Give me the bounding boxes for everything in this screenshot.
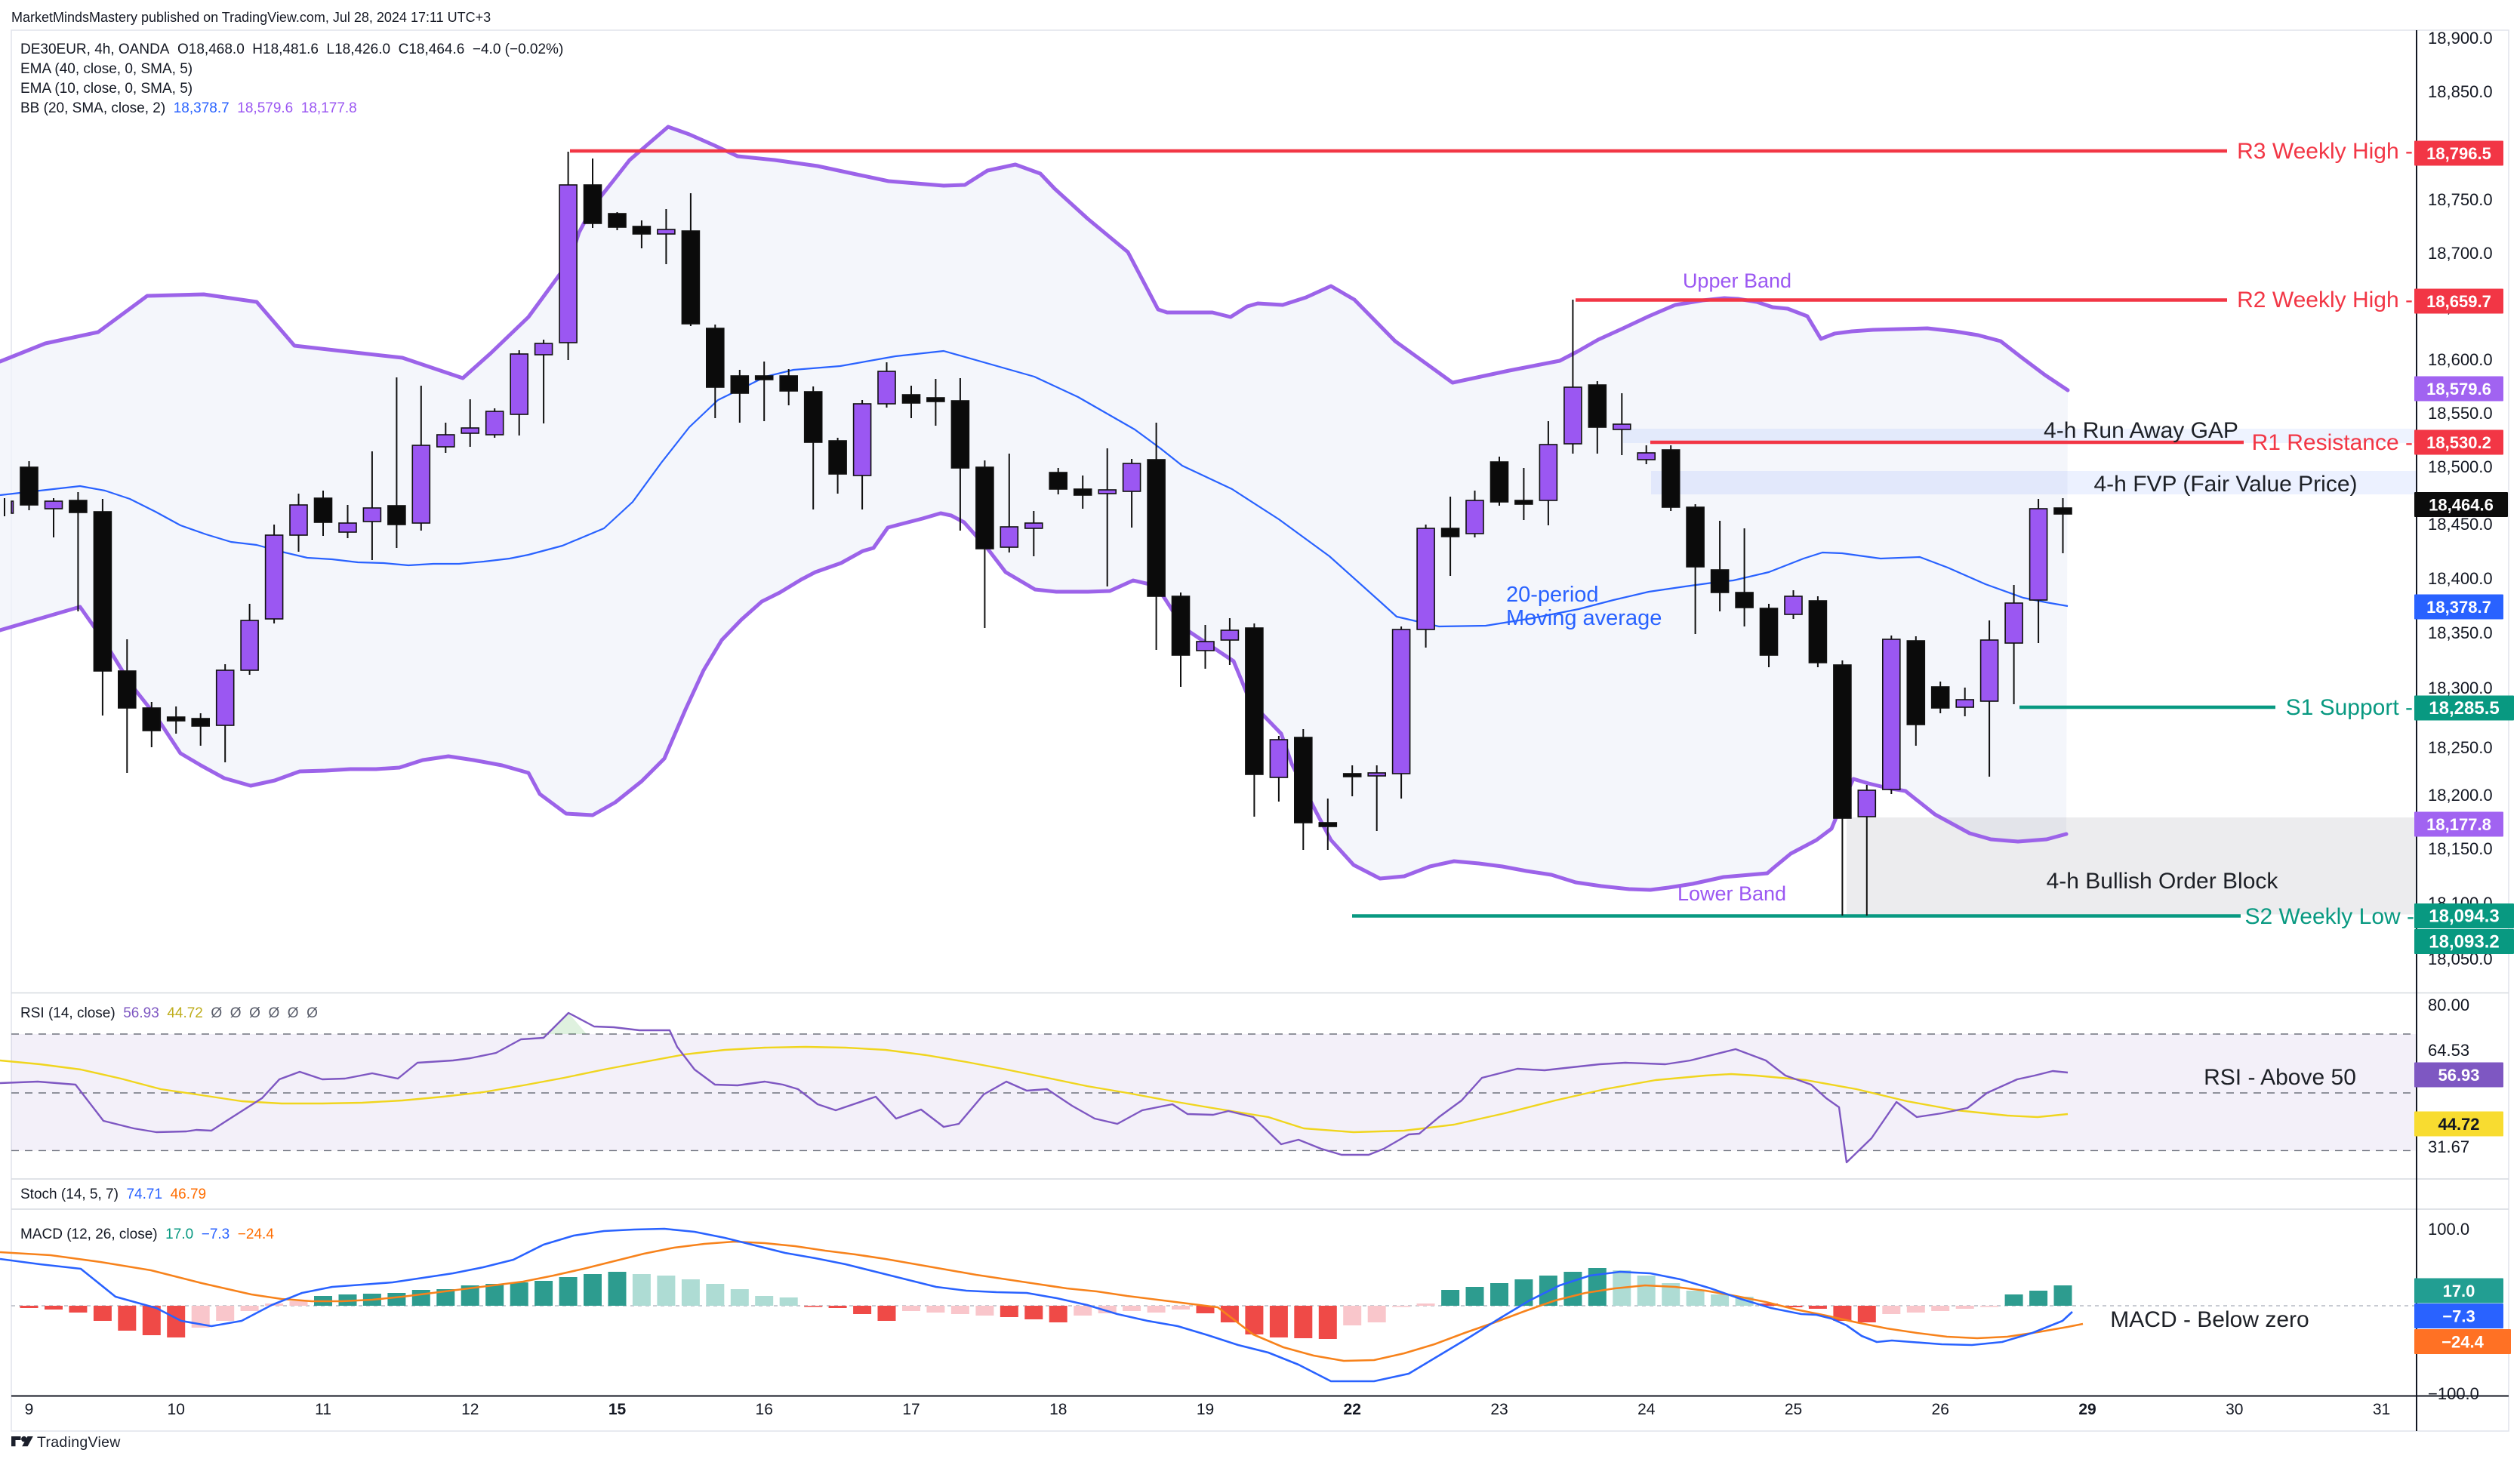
svg-text:−24.4: −24.4: [2441, 1333, 2484, 1352]
svg-text:16: 16: [756, 1401, 773, 1418]
svg-text:18,150.0: 18,150.0: [2428, 839, 2493, 858]
svg-text:RSI - Above 50: RSI - Above 50: [2204, 1065, 2356, 1090]
svg-text:15: 15: [608, 1401, 627, 1418]
svg-text:BB (20, SMA, close, 2) 18,378: BB (20, SMA, close, 2) 18,378.7 18,579.6…: [20, 100, 357, 116]
svg-text:18,400.0: 18,400.0: [2428, 569, 2493, 588]
svg-text:18,250.0: 18,250.0: [2428, 738, 2493, 757]
svg-text:44.72: 44.72: [2438, 1115, 2479, 1134]
svg-text:Stoch (14, 5, 7) 74.71 46.79: Stoch (14, 5, 7) 74.71 46.79: [20, 1187, 206, 1202]
svg-text:24: 24: [1637, 1401, 1656, 1418]
svg-text:S2 Weekly Low -: S2 Weekly Low -: [2244, 904, 2414, 929]
svg-text:100.0: 100.0: [2428, 1220, 2469, 1239]
svg-text:EMA (40, close, 0, SMA, 5): EMA (40, close, 0, SMA, 5): [20, 61, 193, 77]
svg-text:10: 10: [168, 1401, 185, 1418]
svg-text:4-h FVP (Fair Value Price): 4-h FVP (Fair Value Price): [2094, 472, 2358, 497]
svg-text:18,550.0: 18,550.0: [2428, 404, 2493, 423]
svg-text:19: 19: [1197, 1401, 1214, 1418]
svg-text:18,659.7: 18,659.7: [2426, 292, 2491, 311]
svg-text:18,350.0: 18,350.0: [2428, 623, 2493, 642]
svg-text:18: 18: [1049, 1401, 1067, 1418]
svg-text:18,300.0: 18,300.0: [2428, 679, 2493, 697]
svg-text:64.53: 64.53: [2428, 1041, 2469, 1060]
svg-text:Moving average: Moving average: [1506, 606, 1662, 630]
svg-text:80.00: 80.00: [2428, 996, 2469, 1014]
svg-text:S1 Support -: S1 Support -: [2286, 695, 2413, 720]
svg-text:18,200.0: 18,200.0: [2428, 786, 2493, 805]
svg-text:4-h Run Away GAP: 4-h Run Away GAP: [2044, 418, 2238, 443]
svg-text:18,530.2: 18,530.2: [2426, 433, 2491, 452]
svg-text:EMA (10, close, 0, SMA, 5): EMA (10, close, 0, SMA, 5): [20, 81, 193, 97]
svg-text:4-h Bullish Order Block: 4-h Bullish Order Block: [2047, 869, 2279, 894]
svg-text:31.67: 31.67: [2428, 1137, 2469, 1156]
svg-text:R1 Resistance -: R1 Resistance -: [2252, 430, 2413, 455]
svg-text:Upper Band: Upper Band: [1683, 269, 1791, 292]
svg-text:R3 Weekly High -: R3 Weekly High -: [2237, 139, 2413, 164]
svg-text:23: 23: [1490, 1401, 1508, 1418]
svg-text:20-period: 20-period: [1506, 583, 1599, 607]
svg-text:18,285.5: 18,285.5: [2429, 698, 2499, 719]
svg-text:−100.0: −100.0: [2428, 1384, 2479, 1403]
svg-text:18,094.3: 18,094.3: [2429, 906, 2499, 927]
svg-text:17.0: 17.0: [2443, 1282, 2475, 1300]
svg-text:18,378.7: 18,378.7: [2426, 598, 2491, 617]
svg-text:DE30EUR, 4h, OANDA O18,468.0: DE30EUR, 4h, OANDA O18,468.0 H18,481.6 L…: [20, 42, 563, 57]
svg-text:11: 11: [315, 1401, 331, 1418]
svg-text:26: 26: [1932, 1401, 1949, 1418]
svg-text:18,900.0: 18,900.0: [2428, 29, 2493, 48]
svg-text:9: 9: [25, 1401, 34, 1418]
svg-text:18,093.2: 18,093.2: [2429, 932, 2499, 953]
svg-text:18,600.0: 18,600.0: [2428, 350, 2493, 369]
svg-text:31: 31: [2373, 1401, 2390, 1418]
svg-text:18,177.8: 18,177.8: [2426, 815, 2491, 834]
svg-text:29: 29: [2078, 1401, 2096, 1418]
svg-text:25: 25: [1785, 1401, 1802, 1418]
svg-text:−7.3: −7.3: [2442, 1307, 2475, 1326]
svg-text:Lower Band: Lower Band: [1677, 882, 1786, 905]
svg-text:18,796.5: 18,796.5: [2426, 144, 2491, 163]
svg-text:MarketMindsMastery published o: MarketMindsMastery published on TradingV…: [11, 10, 491, 25]
svg-text:22: 22: [1344, 1401, 1361, 1418]
svg-text:18,850.0: 18,850.0: [2428, 82, 2493, 101]
svg-text:R2 Weekly High -: R2 Weekly High -: [2237, 288, 2413, 312]
svg-text:18,579.6: 18,579.6: [2426, 380, 2491, 399]
svg-text:30: 30: [2226, 1401, 2243, 1418]
svg-text:18,750.0: 18,750.0: [2428, 190, 2493, 209]
svg-text:18,500.0: 18,500.0: [2428, 457, 2493, 476]
svg-text:18,700.0: 18,700.0: [2428, 244, 2493, 263]
svg-text:17: 17: [902, 1401, 920, 1418]
svg-text:MACD - Below zero: MACD - Below zero: [2110, 1307, 2309, 1332]
svg-text:12: 12: [461, 1401, 479, 1418]
svg-text:TradingView: TradingView: [37, 1434, 121, 1451]
svg-text:18,450.0: 18,450.0: [2428, 515, 2493, 534]
svg-text:56.93: 56.93: [2438, 1066, 2479, 1085]
svg-text:MACD (12, 26, close) 17.0 −7: MACD (12, 26, close) 17.0 −7.3 −24.4: [20, 1227, 274, 1242]
svg-text:18,464.6: 18,464.6: [2429, 496, 2494, 515]
svg-text:RSI (14, close) 56.93 44.72: RSI (14, close) 56.93 44.72 Ø Ø Ø Ø Ø Ø: [20, 1005, 318, 1021]
